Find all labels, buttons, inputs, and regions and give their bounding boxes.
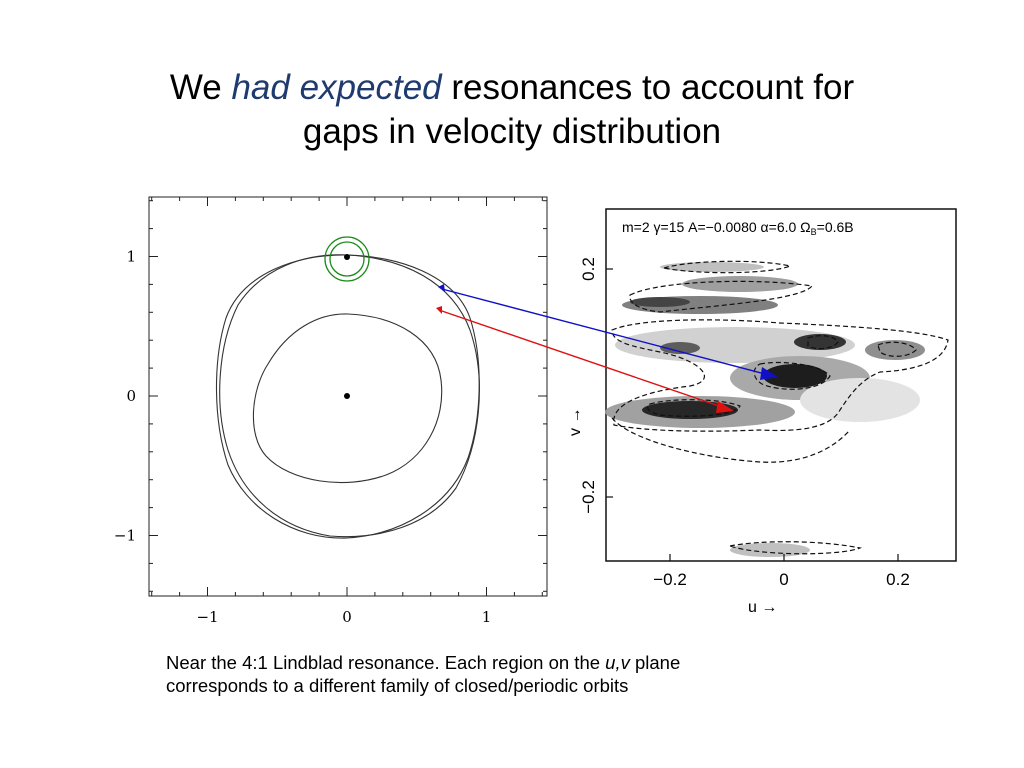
velocity-header: m=2 γ=15 A=−0.0080 α=6.0 ΩB=0.6B xyxy=(622,219,854,237)
contour-line xyxy=(629,280,814,313)
v-axis-label: v → xyxy=(567,408,584,436)
inner-orbit xyxy=(252,313,443,484)
outer-orbit-a xyxy=(215,254,480,539)
highlight-circle-outer xyxy=(324,236,370,282)
velocity-plot-ticks: −0.2 0 0.2 0.2 −0.2 xyxy=(579,257,910,589)
density-blob xyxy=(642,401,738,419)
v-tick-label: −0.2 xyxy=(579,480,598,514)
contour-line xyxy=(663,260,792,274)
caption-emphasis: u,v xyxy=(605,652,630,673)
contour-line xyxy=(877,341,917,357)
red-arrow-tail xyxy=(436,306,442,314)
title-post: resonances to account for xyxy=(441,68,855,107)
density-blob xyxy=(730,543,810,557)
red-arrow-line xyxy=(438,309,723,408)
connector-arrows xyxy=(436,284,778,413)
u-tick-label: 0 xyxy=(779,570,788,589)
contours xyxy=(611,260,949,555)
x-tick-label: −1 xyxy=(196,608,218,626)
x-tick-label: 0 xyxy=(342,608,352,626)
blue-arrow-line xyxy=(441,288,766,375)
title-line2: gaps in velocity distribution xyxy=(302,112,722,151)
top-point xyxy=(344,254,350,260)
orbit-plot: −1 0 1 1 0 −1 xyxy=(114,196,548,626)
u-axis-label: u → xyxy=(748,599,777,616)
title-pre: We xyxy=(169,68,232,107)
v-tick-label: 0.2 xyxy=(579,257,598,281)
contour-line xyxy=(647,399,741,417)
figure-caption: Near the 4:1 Lindblad resonance. Each re… xyxy=(166,651,926,697)
velocity-plot: m=2 γ=15 A=−0.0080 α=6.0 ΩB=0.6B −0.2 0 0.… xyxy=(567,208,957,616)
contour-line xyxy=(807,335,839,350)
caption-text-1: Near the 4:1 Lindblad resonance. Each re… xyxy=(166,652,606,673)
density-blob xyxy=(682,276,798,292)
caption-text-2: plane xyxy=(629,652,681,673)
x-tick-label: 1 xyxy=(482,608,492,626)
orbit-plot-ticks: −1 0 1 1 0 −1 xyxy=(114,197,547,626)
highlight-circle-inner xyxy=(329,241,365,277)
slide-title: We had expected resonances to account fo… xyxy=(0,66,1024,154)
u-tick-label: −0.2 xyxy=(653,570,687,589)
density-blob xyxy=(660,262,764,272)
blue-arrow-head xyxy=(760,367,778,380)
density-blob xyxy=(660,342,700,354)
title-emphasis: had expected xyxy=(231,68,442,107)
outer-orbit-b xyxy=(219,254,480,538)
density-blob xyxy=(615,327,855,363)
density-blob xyxy=(630,297,690,307)
caption-line2: corresponds to a different family of clo… xyxy=(166,675,629,696)
y-tick-label: 0 xyxy=(126,387,136,405)
y-tick-label: 1 xyxy=(126,248,136,266)
density-blob xyxy=(763,364,827,388)
red-arrow-head xyxy=(716,401,734,413)
contour-line xyxy=(611,319,949,432)
blue-arrow-tail xyxy=(438,284,445,292)
contour-line xyxy=(727,541,863,555)
density-blob xyxy=(800,378,920,422)
density-map xyxy=(605,262,925,557)
contour-line xyxy=(611,417,851,463)
center-point xyxy=(344,393,350,399)
y-tick-label: −1 xyxy=(114,527,136,545)
u-tick-label: 0.2 xyxy=(886,570,910,589)
